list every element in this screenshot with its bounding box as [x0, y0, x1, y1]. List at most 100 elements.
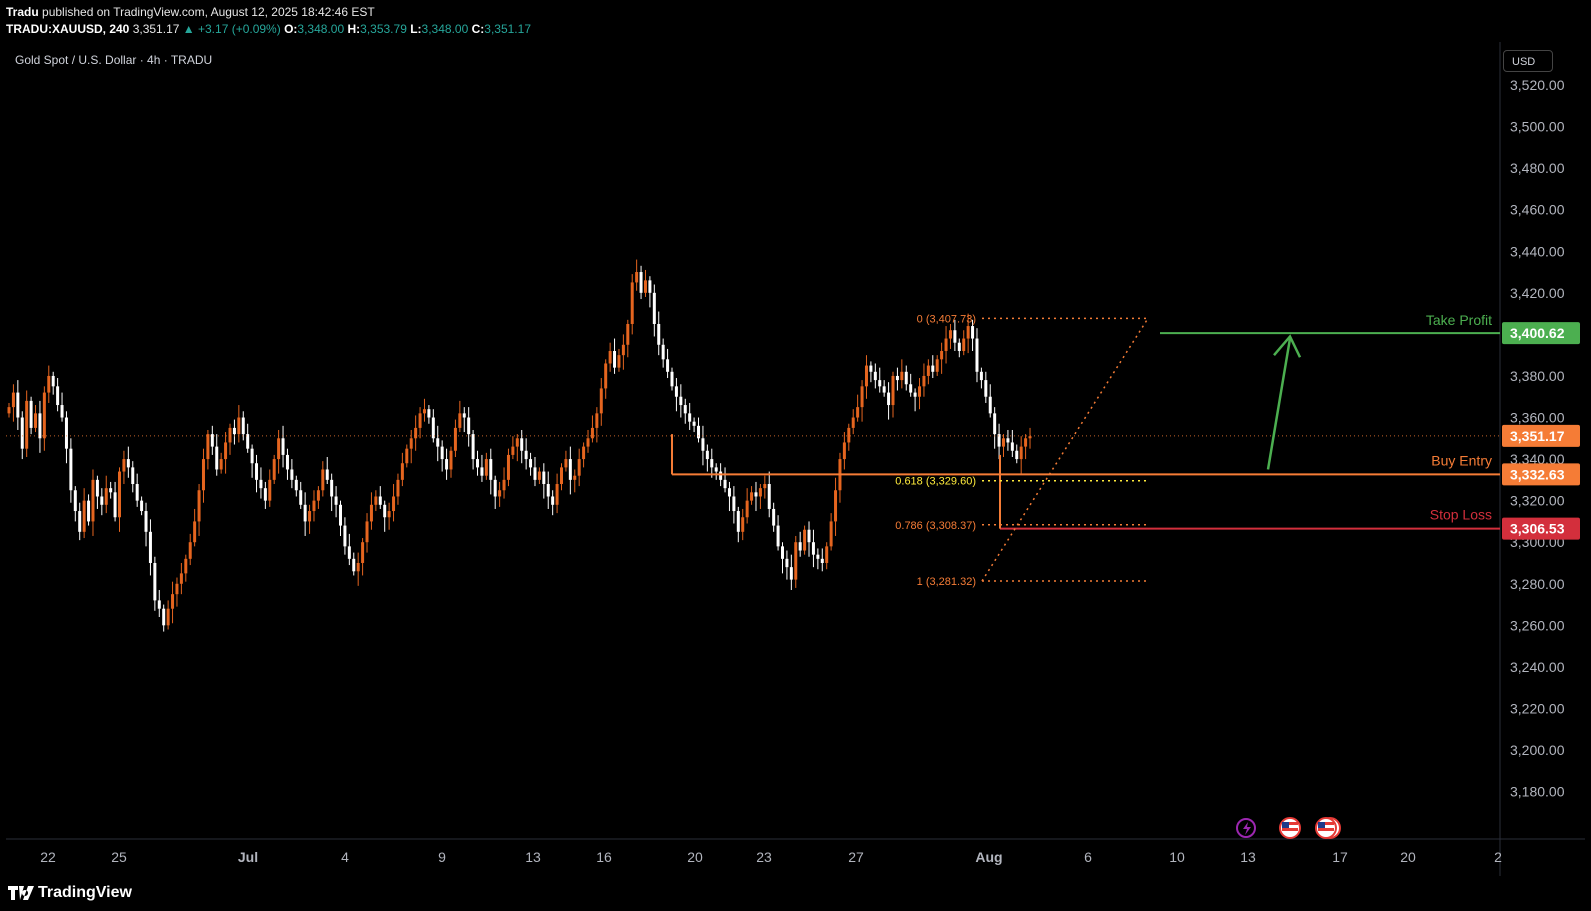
candle	[670, 367, 674, 391]
candle	[228, 423, 232, 455]
last-price: 3,351.17	[132, 22, 180, 36]
candle	[506, 448, 510, 487]
candle-body	[568, 459, 572, 480]
candle	[798, 531, 802, 557]
candle	[913, 388, 917, 412]
candle-body	[573, 475, 577, 480]
tradingview-logo[interactable]: TradingView	[8, 884, 132, 902]
candle	[330, 473, 334, 512]
candle-body	[692, 421, 696, 426]
up-triangle-icon: ▲	[182, 22, 195, 36]
candle-body	[153, 562, 157, 601]
candle-body	[546, 484, 550, 497]
candle-body	[674, 386, 678, 397]
candle-body	[118, 471, 121, 518]
candle	[365, 513, 369, 553]
price-tag-text: 3,351.17	[1510, 428, 1565, 444]
candle-body	[776, 525, 780, 547]
candle-body	[493, 479, 497, 497]
candle	[462, 407, 466, 433]
candle	[224, 432, 228, 474]
candle-body	[847, 427, 851, 443]
candle	[25, 390, 29, 457]
flag-stripe	[1282, 828, 1298, 831]
candle-body	[758, 488, 762, 497]
candle	[374, 490, 378, 512]
candle	[652, 284, 656, 337]
candle	[64, 411, 68, 464]
symbol-label: TRADU:XAUUSD, 240	[6, 22, 130, 36]
candle-body	[365, 521, 369, 543]
price-chart[interactable]: Take Profit Buy Entry Stop Loss 0 (3,407.73…	[0, 0, 1591, 876]
candle	[643, 269, 647, 297]
candle-body	[392, 496, 396, 512]
candle	[811, 529, 815, 568]
candle	[1006, 429, 1010, 451]
fib-level-label: 1 (3,281.32)	[917, 576, 976, 588]
candle	[162, 604, 166, 632]
candle-body	[895, 375, 899, 381]
candle-body	[462, 413, 466, 418]
candle-body	[445, 459, 449, 470]
price-tick-label: 3,280.00	[1510, 576, 1565, 592]
fib-trend-line	[981, 317, 1149, 582]
candle	[869, 361, 873, 383]
price-tag-text: 3,306.53	[1510, 521, 1565, 537]
candle-body	[975, 338, 979, 372]
candle	[157, 590, 161, 618]
price-change: +3.17 (+0.09%)	[198, 22, 281, 36]
candle-body	[250, 448, 254, 464]
candle-body	[997, 434, 1001, 447]
candle-body	[422, 409, 426, 414]
candle	[232, 419, 236, 445]
candle-body	[697, 425, 701, 439]
candle	[551, 490, 555, 516]
candle-body	[414, 427, 418, 439]
candle-body	[940, 351, 944, 360]
candle	[842, 432, 846, 470]
candle-body	[613, 351, 617, 368]
candle-body	[834, 490, 838, 522]
candle-body	[639, 272, 643, 293]
candle-body	[489, 459, 493, 480]
candle	[179, 562, 183, 595]
candle-body	[798, 542, 802, 551]
candle	[697, 417, 701, 443]
candle-body	[184, 558, 188, 574]
candle	[281, 425, 285, 468]
candle	[688, 402, 692, 430]
candle-body	[701, 438, 705, 451]
candle-body	[330, 479, 334, 497]
candle	[201, 448, 205, 503]
flag-stripe	[1318, 822, 1334, 825]
candle	[966, 313, 970, 354]
currency-button[interactable]: USD	[1503, 50, 1553, 72]
candle	[1024, 434, 1028, 460]
candle-body	[20, 417, 24, 449]
candle-body	[524, 450, 528, 460]
candle	[988, 384, 992, 418]
candle	[396, 473, 400, 505]
candle-body	[1006, 438, 1010, 443]
candle	[1015, 444, 1019, 464]
candle	[60, 392, 64, 422]
candle-body	[352, 558, 356, 572]
candle	[268, 469, 272, 507]
candle-body	[325, 469, 329, 480]
candle-body	[268, 479, 272, 501]
stop-loss-label: Stop Loss	[1430, 507, 1492, 523]
candle-body	[520, 438, 524, 451]
price-tick-label: 3,320.00	[1510, 493, 1565, 509]
candle-body	[405, 448, 409, 464]
candle	[20, 411, 24, 460]
lightning-event-icon	[1236, 818, 1256, 838]
candle	[573, 469, 577, 493]
candle	[515, 434, 519, 462]
candle	[767, 471, 771, 518]
candle-body	[502, 479, 506, 491]
candle	[745, 488, 749, 524]
candle-body	[873, 371, 877, 381]
candle-body	[334, 496, 338, 505]
candle-body	[29, 400, 33, 428]
candle-body	[829, 521, 833, 547]
